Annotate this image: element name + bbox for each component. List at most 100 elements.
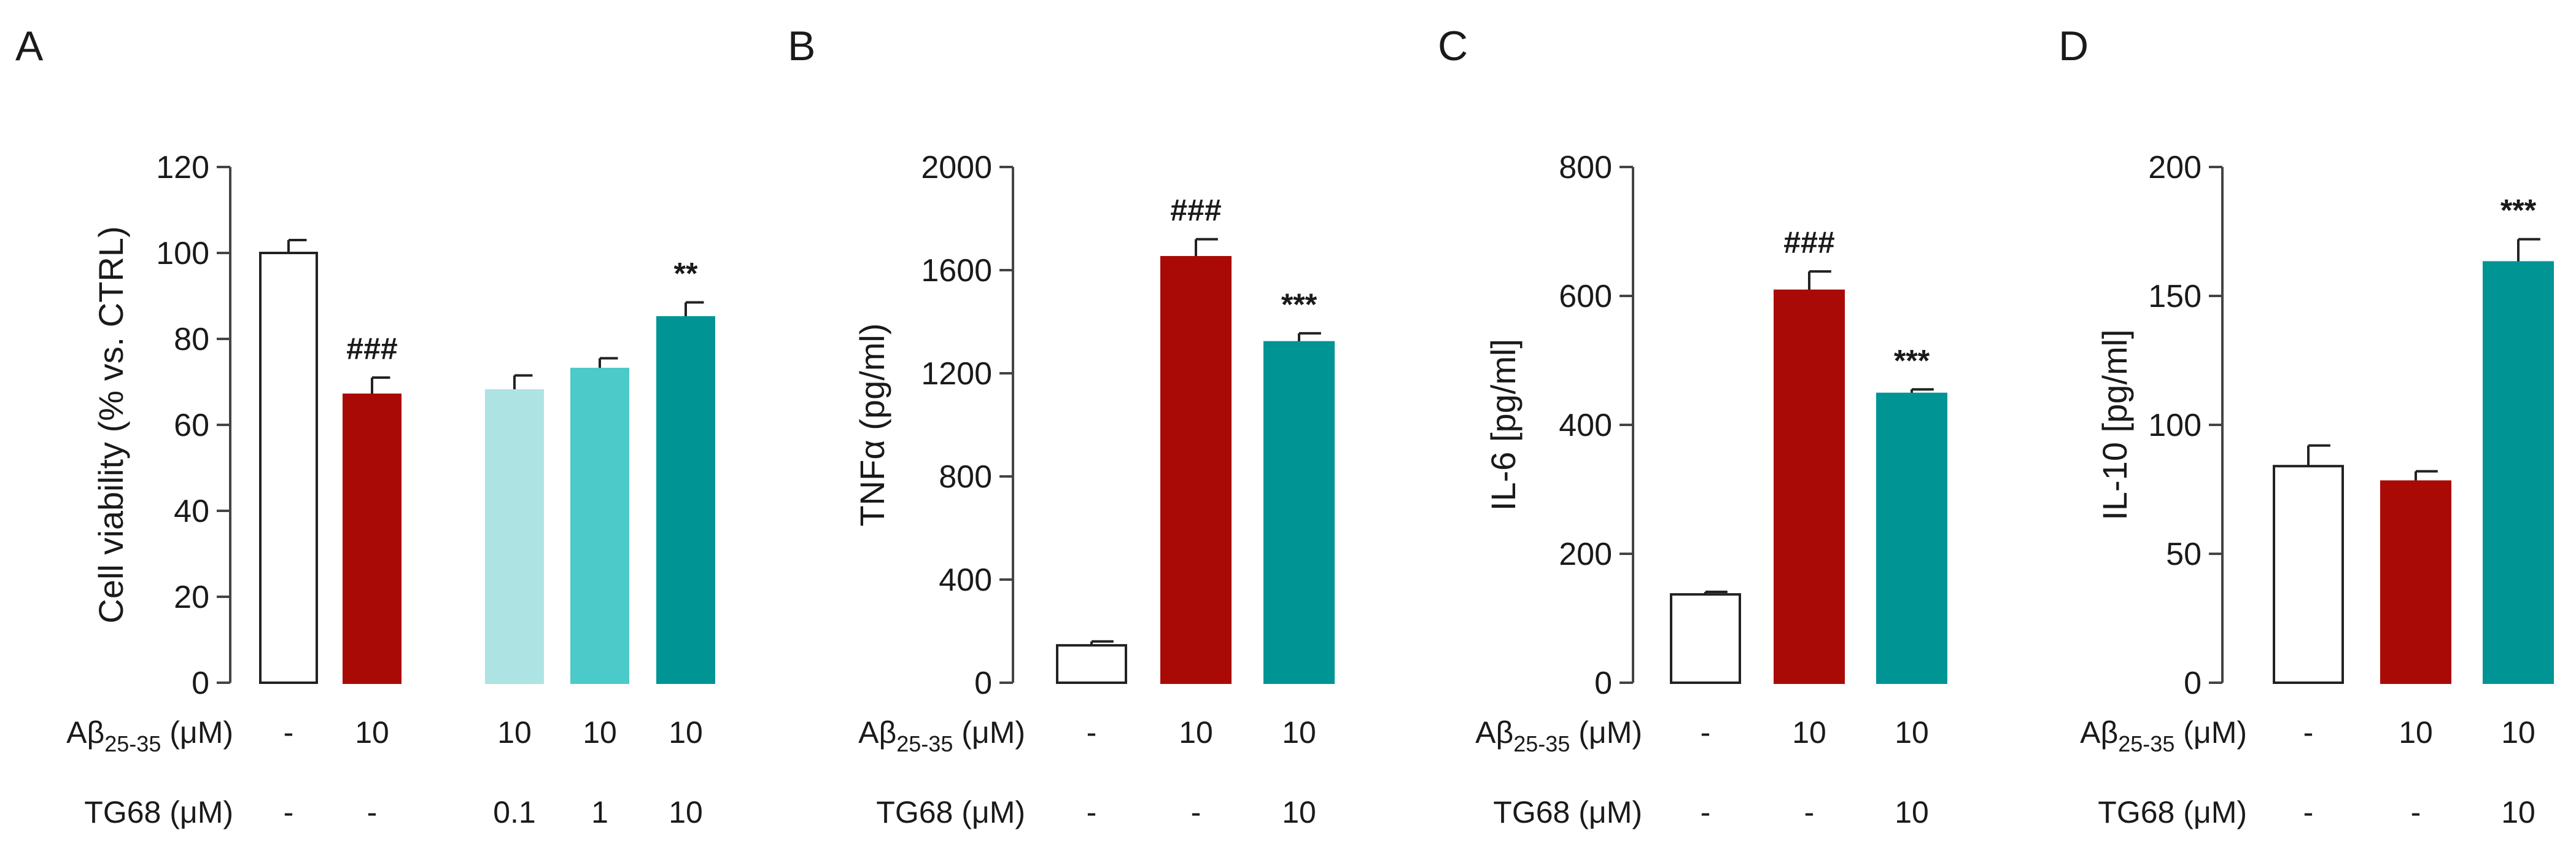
condition-value: 10 — [1895, 795, 1929, 829]
bar — [1774, 289, 1845, 685]
panel-letter: B — [788, 23, 815, 69]
condition-value: - — [284, 795, 294, 829]
condition-value: 10 — [1282, 795, 1316, 829]
row-label-subscript: 25-35 — [1513, 731, 1570, 756]
bar — [1876, 392, 1947, 684]
y-tick-label: 150 — [2148, 279, 2202, 314]
row-label-unit: (μM) — [1570, 715, 1642, 750]
y-tick-label: 200 — [2148, 150, 2202, 185]
condition-value: 10 — [1895, 715, 1929, 750]
condition-value: 10 — [2399, 715, 2433, 750]
condition-value: - — [2303, 715, 2314, 750]
bar — [570, 368, 629, 684]
y-tick-label: 100 — [156, 236, 209, 271]
panel-letter: C — [1438, 23, 1468, 69]
bar — [1670, 593, 1741, 685]
y-tick-label: 1600 — [921, 253, 992, 289]
panel-letter: A — [15, 23, 44, 69]
row-label-abeta: Aβ25-35 (μM) — [1475, 715, 1642, 756]
row-label-tg68: TG68 (μM) — [876, 795, 1025, 829]
row-label-tg68: TG68 (μM) — [84, 795, 233, 829]
panel-d: D 0 50 100 150 200 IL-10 [pg/ml] *** Aβ25-35 (μM… — [2058, 23, 2554, 829]
condition-value: - — [1701, 795, 1711, 829]
bar — [656, 316, 715, 684]
row-label-unit: (μM) — [161, 715, 233, 750]
row-label-main: Aβ — [1475, 715, 1513, 750]
y-axis-title: Cell viability (% vs. CTRL) — [91, 226, 130, 623]
row-label-main: Aβ — [858, 715, 896, 750]
y-axis-title: TNFα (pg/ml) — [853, 323, 891, 526]
y-tick-label: 200 — [1559, 537, 1612, 572]
panel-a: A 0 20 40 60 80 100 120 Cell viability (% vs. CT… — [15, 23, 715, 829]
condition-value: - — [367, 795, 378, 829]
row-label-main: Aβ — [66, 715, 104, 750]
row-label-abeta: Aβ25-35 (μM) — [2080, 715, 2247, 756]
row-label-unit: (μM) — [2174, 715, 2247, 750]
y-axis-title: IL-10 [pg/ml] — [2095, 329, 2134, 520]
row-label-main: Aβ — [2080, 715, 2118, 750]
condition-value: 0.1 — [493, 795, 536, 829]
condition-value: - — [1701, 715, 1711, 750]
condition-value: 10 — [583, 715, 617, 750]
bar — [259, 252, 318, 684]
condition-value: 10 — [1282, 715, 1316, 750]
bar — [2273, 465, 2344, 684]
bar — [343, 394, 402, 684]
y-tick-label: 2000 — [921, 150, 992, 185]
panel-b: B 0 400 800 1200 1600 2000 TNFα (pg/ml) ### *** Aβ… — [788, 23, 1335, 829]
row-label-tg68: TG68 (μM) — [1493, 795, 1642, 829]
significance-label: ### — [1783, 225, 1834, 260]
condition-value: 10 — [669, 795, 703, 829]
row-label-unit: (μM) — [953, 715, 1025, 750]
condition-value: - — [284, 715, 294, 750]
y-tick-label: 80 — [174, 322, 209, 357]
row-label-abeta: Aβ25-35 (μM) — [66, 715, 233, 756]
condition-value: 10 — [1792, 715, 1826, 750]
condition-value: - — [2303, 795, 2314, 829]
y-tick-label: 50 — [2166, 537, 2202, 572]
condition-value: - — [1087, 715, 1097, 750]
y-axis-title: IL-6 [pg/ml] — [1484, 339, 1523, 511]
y-tick-label: 60 — [174, 408, 209, 443]
significance-label: ### — [346, 332, 397, 366]
bar — [2483, 261, 2554, 684]
y-tick-label: 400 — [939, 562, 992, 598]
significance-label: ** — [674, 257, 698, 291]
significance-label: *** — [1894, 343, 1930, 378]
condition-value: 10 — [497, 715, 532, 750]
y-tick-label: 120 — [156, 150, 209, 185]
panel-c: C 0 200 400 600 800 IL-6 [pg/ml] ### *** Aβ25-35 … — [1438, 23, 1947, 829]
condition-value: - — [1087, 795, 1097, 829]
bar — [2380, 480, 2451, 685]
condition-value: 10 — [2501, 795, 2535, 829]
bar — [1263, 341, 1335, 684]
condition-value: 10 — [2501, 715, 2535, 750]
significance-label: *** — [1281, 287, 1317, 322]
y-tick-label: 1200 — [921, 356, 992, 392]
condition-value: 10 — [355, 715, 389, 750]
y-tick-label: 0 — [1594, 666, 1612, 701]
condition-value: - — [1804, 795, 1815, 829]
y-tick-label: 0 — [974, 666, 992, 701]
row-label-abeta: Aβ25-35 (μM) — [858, 715, 1025, 756]
y-tick-label: 400 — [1559, 408, 1612, 443]
condition-value: - — [1191, 795, 1201, 829]
significance-label: *** — [2500, 193, 2537, 228]
bar — [485, 389, 544, 684]
panel-letter: D — [2058, 23, 2089, 69]
condition-value: 1 — [591, 795, 608, 829]
row-label-subscript: 25-35 — [896, 731, 953, 756]
y-tick-label: 600 — [1559, 279, 1612, 314]
condition-value: - — [2411, 795, 2421, 829]
y-tick-label: 40 — [174, 494, 209, 529]
significance-label: ### — [1170, 193, 1221, 228]
bar — [1056, 644, 1127, 684]
row-label-subscript: 25-35 — [104, 731, 161, 756]
condition-value: 10 — [1179, 715, 1213, 750]
bar — [1160, 256, 1232, 684]
row-label-tg68: TG68 (μM) — [2098, 795, 2247, 829]
y-tick-label: 100 — [2148, 408, 2202, 443]
y-tick-label: 800 — [939, 459, 992, 495]
y-tick-label: 0 — [192, 666, 209, 701]
